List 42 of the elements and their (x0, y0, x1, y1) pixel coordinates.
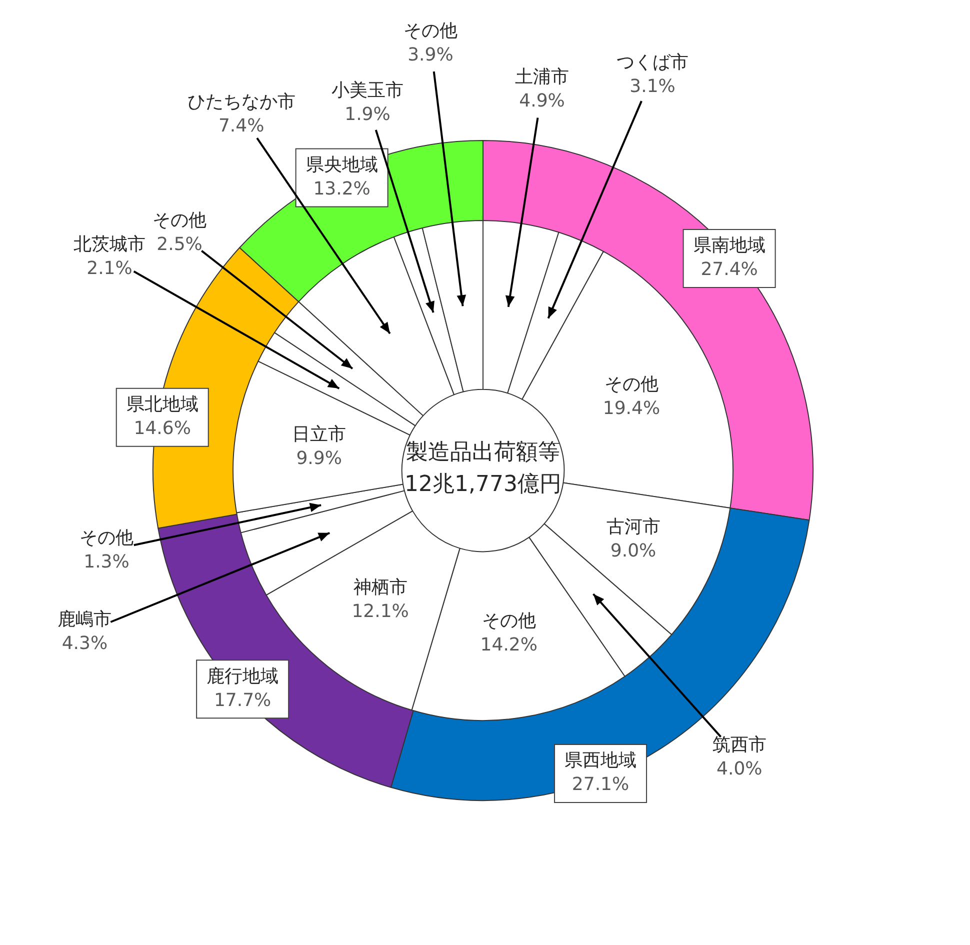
data-label: 9.0% (610, 540, 656, 562)
slice-label: 鹿嶋市 (58, 609, 112, 630)
slice-label: 県央地域 (306, 154, 378, 176)
data-label: 27.1% (572, 774, 630, 796)
slice-label: 筑西市 (712, 734, 766, 756)
slice-label: その他 (403, 20, 458, 42)
data-label: 7.4% (218, 116, 264, 137)
data-label: 3.1% (630, 76, 676, 98)
slice-label: その他 (152, 210, 207, 232)
slice-label: その他 (482, 610, 536, 632)
slice-label: 県北地域 (126, 394, 198, 416)
slice-label: 土浦市 (515, 66, 570, 88)
slice-label: 日立市 (292, 424, 346, 445)
slice-label: その他 (79, 528, 134, 549)
data-label: 27.4% (700, 259, 758, 280)
slice-label: 県西地域 (564, 750, 637, 772)
data-label: 4.9% (519, 90, 565, 112)
data-label: 19.4% (602, 398, 660, 419)
slice-label: 鹿行地域 (206, 666, 279, 687)
data-label: 14.6% (134, 418, 191, 440)
slice-label: その他 (604, 374, 658, 395)
data-label: 9.9% (296, 448, 342, 469)
data-label: 12.1% (352, 601, 409, 622)
data-label: 4.0% (716, 758, 762, 780)
data-label: 2.1% (86, 258, 132, 280)
data-label: 14.2% (480, 634, 538, 656)
text: 製造品出荷額等 (406, 440, 560, 464)
data-label: 17.7% (214, 690, 272, 711)
data-label: 2.5% (156, 234, 202, 256)
slice-label: ひたちなか市 (187, 92, 296, 113)
slice-label: つくば市 (616, 52, 689, 74)
data-label: 1.9% (344, 104, 390, 125)
slice-label: 県南地域 (693, 235, 766, 256)
slice-label: 古河市 (606, 516, 660, 538)
data-label: 4.3% (62, 633, 108, 654)
data-label: 1.3% (84, 552, 130, 573)
data-label: 13.2% (313, 178, 370, 200)
slice-label: 神栖市 (353, 577, 408, 598)
slice-label: 北茨城市 (73, 234, 146, 256)
data-label: 3.9% (408, 44, 454, 66)
slice-label: 小美玉市 (331, 80, 404, 101)
text: 12兆1,773億円 (404, 470, 562, 498)
